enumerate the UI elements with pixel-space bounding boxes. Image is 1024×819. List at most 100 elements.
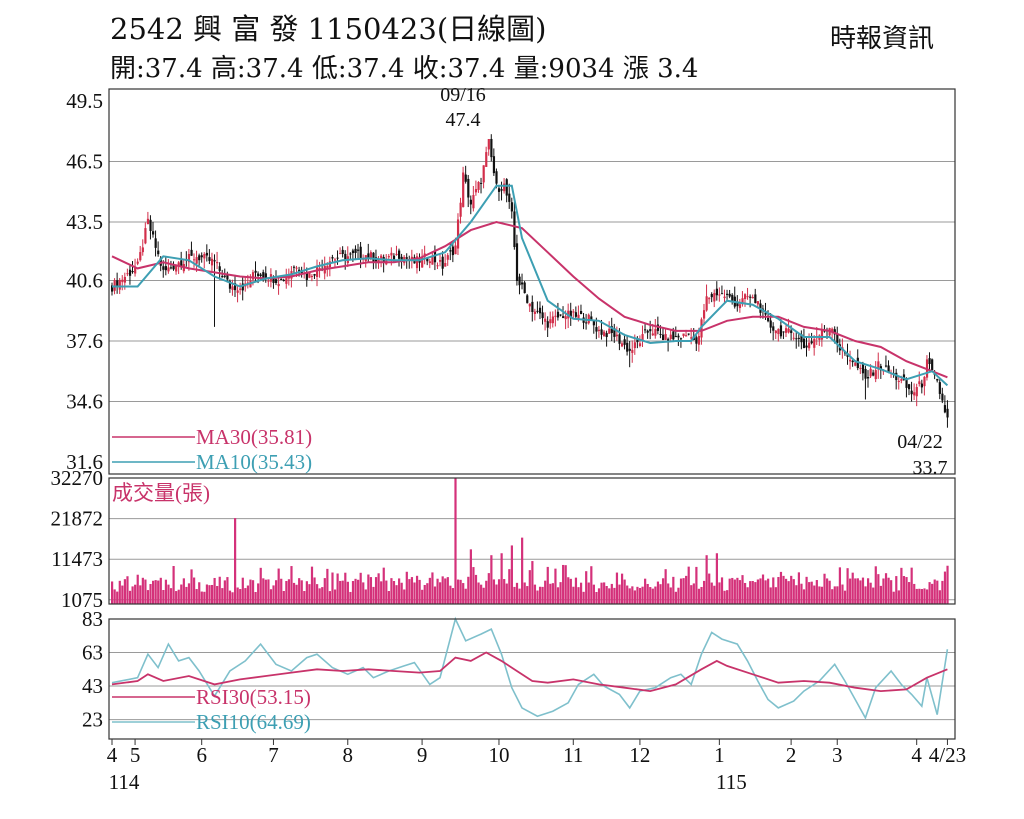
candle-body — [597, 329, 601, 332]
panel-frame — [108, 477, 956, 605]
volume-bar — [702, 580, 706, 604]
volume-bar — [884, 573, 888, 604]
candle-body — [556, 311, 560, 318]
volume-bar — [843, 590, 847, 604]
candle-body — [907, 384, 911, 390]
volume-bar — [500, 553, 503, 604]
volume-bar — [113, 589, 116, 604]
candle-body — [674, 336, 677, 338]
volume-bar — [626, 585, 629, 604]
candle-body — [280, 279, 283, 281]
volume-bar — [257, 583, 260, 604]
x-tick-label: 4 — [107, 743, 118, 767]
candle-body — [808, 342, 811, 349]
candle-body — [257, 273, 260, 277]
candle-body — [677, 335, 680, 338]
volume-bar — [720, 577, 724, 604]
candle-body — [769, 320, 772, 328]
volume-bar — [733, 579, 736, 604]
volume-bar — [390, 578, 393, 604]
candle-body — [749, 296, 752, 298]
volume-bar — [480, 584, 483, 604]
candle-body — [459, 202, 462, 217]
volume-bar — [382, 567, 385, 604]
candle-body — [367, 253, 370, 259]
candle-body — [644, 329, 647, 331]
candle-body — [467, 178, 470, 198]
volume-bar — [456, 579, 460, 604]
volume-bar — [418, 579, 421, 604]
volume-bar — [351, 581, 355, 604]
volume-bar — [349, 591, 352, 604]
candle-body — [449, 250, 452, 252]
candle-body — [713, 293, 716, 302]
volume-bar — [641, 586, 644, 604]
volume-bar — [631, 586, 634, 604]
volume-bar — [595, 592, 598, 604]
volume-bar — [690, 585, 693, 604]
candle-body — [310, 276, 314, 278]
volume-bar — [877, 574, 880, 604]
volume-bar — [923, 588, 926, 604]
volume-bar — [403, 589, 406, 604]
volume-bar — [426, 583, 429, 604]
candle-body — [123, 276, 127, 283]
volume-bar — [164, 579, 168, 604]
volume-bar — [490, 555, 493, 604]
volume-bar — [333, 589, 337, 604]
volume-bar — [405, 571, 408, 604]
candle-body — [710, 293, 713, 298]
volume-bar — [574, 577, 578, 604]
volume-bar — [339, 580, 342, 604]
panel-frame — [108, 618, 956, 740]
candle-body — [341, 249, 344, 254]
candle-body — [687, 333, 690, 335]
volume-bar — [743, 582, 747, 604]
candle-body — [439, 259, 442, 262]
candle-body — [180, 260, 183, 267]
candle-body — [531, 301, 534, 312]
volume-bar — [620, 573, 624, 604]
volume-bar — [833, 586, 836, 604]
volume-bar — [559, 582, 562, 604]
volume-bar — [805, 576, 808, 604]
volume-bar — [515, 582, 519, 604]
volume-bar — [651, 588, 654, 604]
volume-bar — [585, 571, 588, 604]
candle-body — [267, 280, 270, 282]
candle-body — [223, 275, 226, 277]
volume-bar — [144, 579, 147, 604]
volume-bar — [272, 585, 275, 604]
volume-bar — [667, 583, 670, 604]
volume-bar — [723, 590, 726, 604]
candle-body — [508, 193, 511, 202]
volume-bar — [344, 572, 347, 604]
candle-body — [587, 314, 590, 324]
price-tick-label: 40.6 — [66, 268, 103, 292]
panel-frame — [108, 88, 956, 475]
volume-bar — [316, 584, 319, 604]
candle-body — [831, 328, 834, 333]
volume-bar — [854, 578, 857, 604]
candle-body — [164, 266, 168, 271]
volume-bar — [931, 583, 934, 604]
volume-bar — [228, 590, 232, 604]
candle-body — [492, 156, 496, 174]
x-tick-label: 10 — [488, 743, 509, 767]
candle-body — [541, 312, 544, 319]
volume-bar — [503, 579, 506, 604]
volume-bar — [874, 566, 877, 604]
candle-body — [641, 334, 644, 341]
volume-bar — [177, 589, 180, 604]
volume-bar — [464, 588, 467, 604]
volume-bar — [918, 588, 921, 604]
candle-body — [454, 245, 457, 255]
candle-body — [546, 321, 549, 328]
volume-bar — [700, 586, 703, 604]
x-tick-label: 8 — [343, 743, 354, 767]
x-tick-label: 2 — [786, 743, 797, 767]
volume-bar — [387, 591, 390, 604]
candle-body — [246, 282, 250, 284]
volume-bar — [849, 578, 852, 604]
volume-bar — [372, 586, 375, 604]
